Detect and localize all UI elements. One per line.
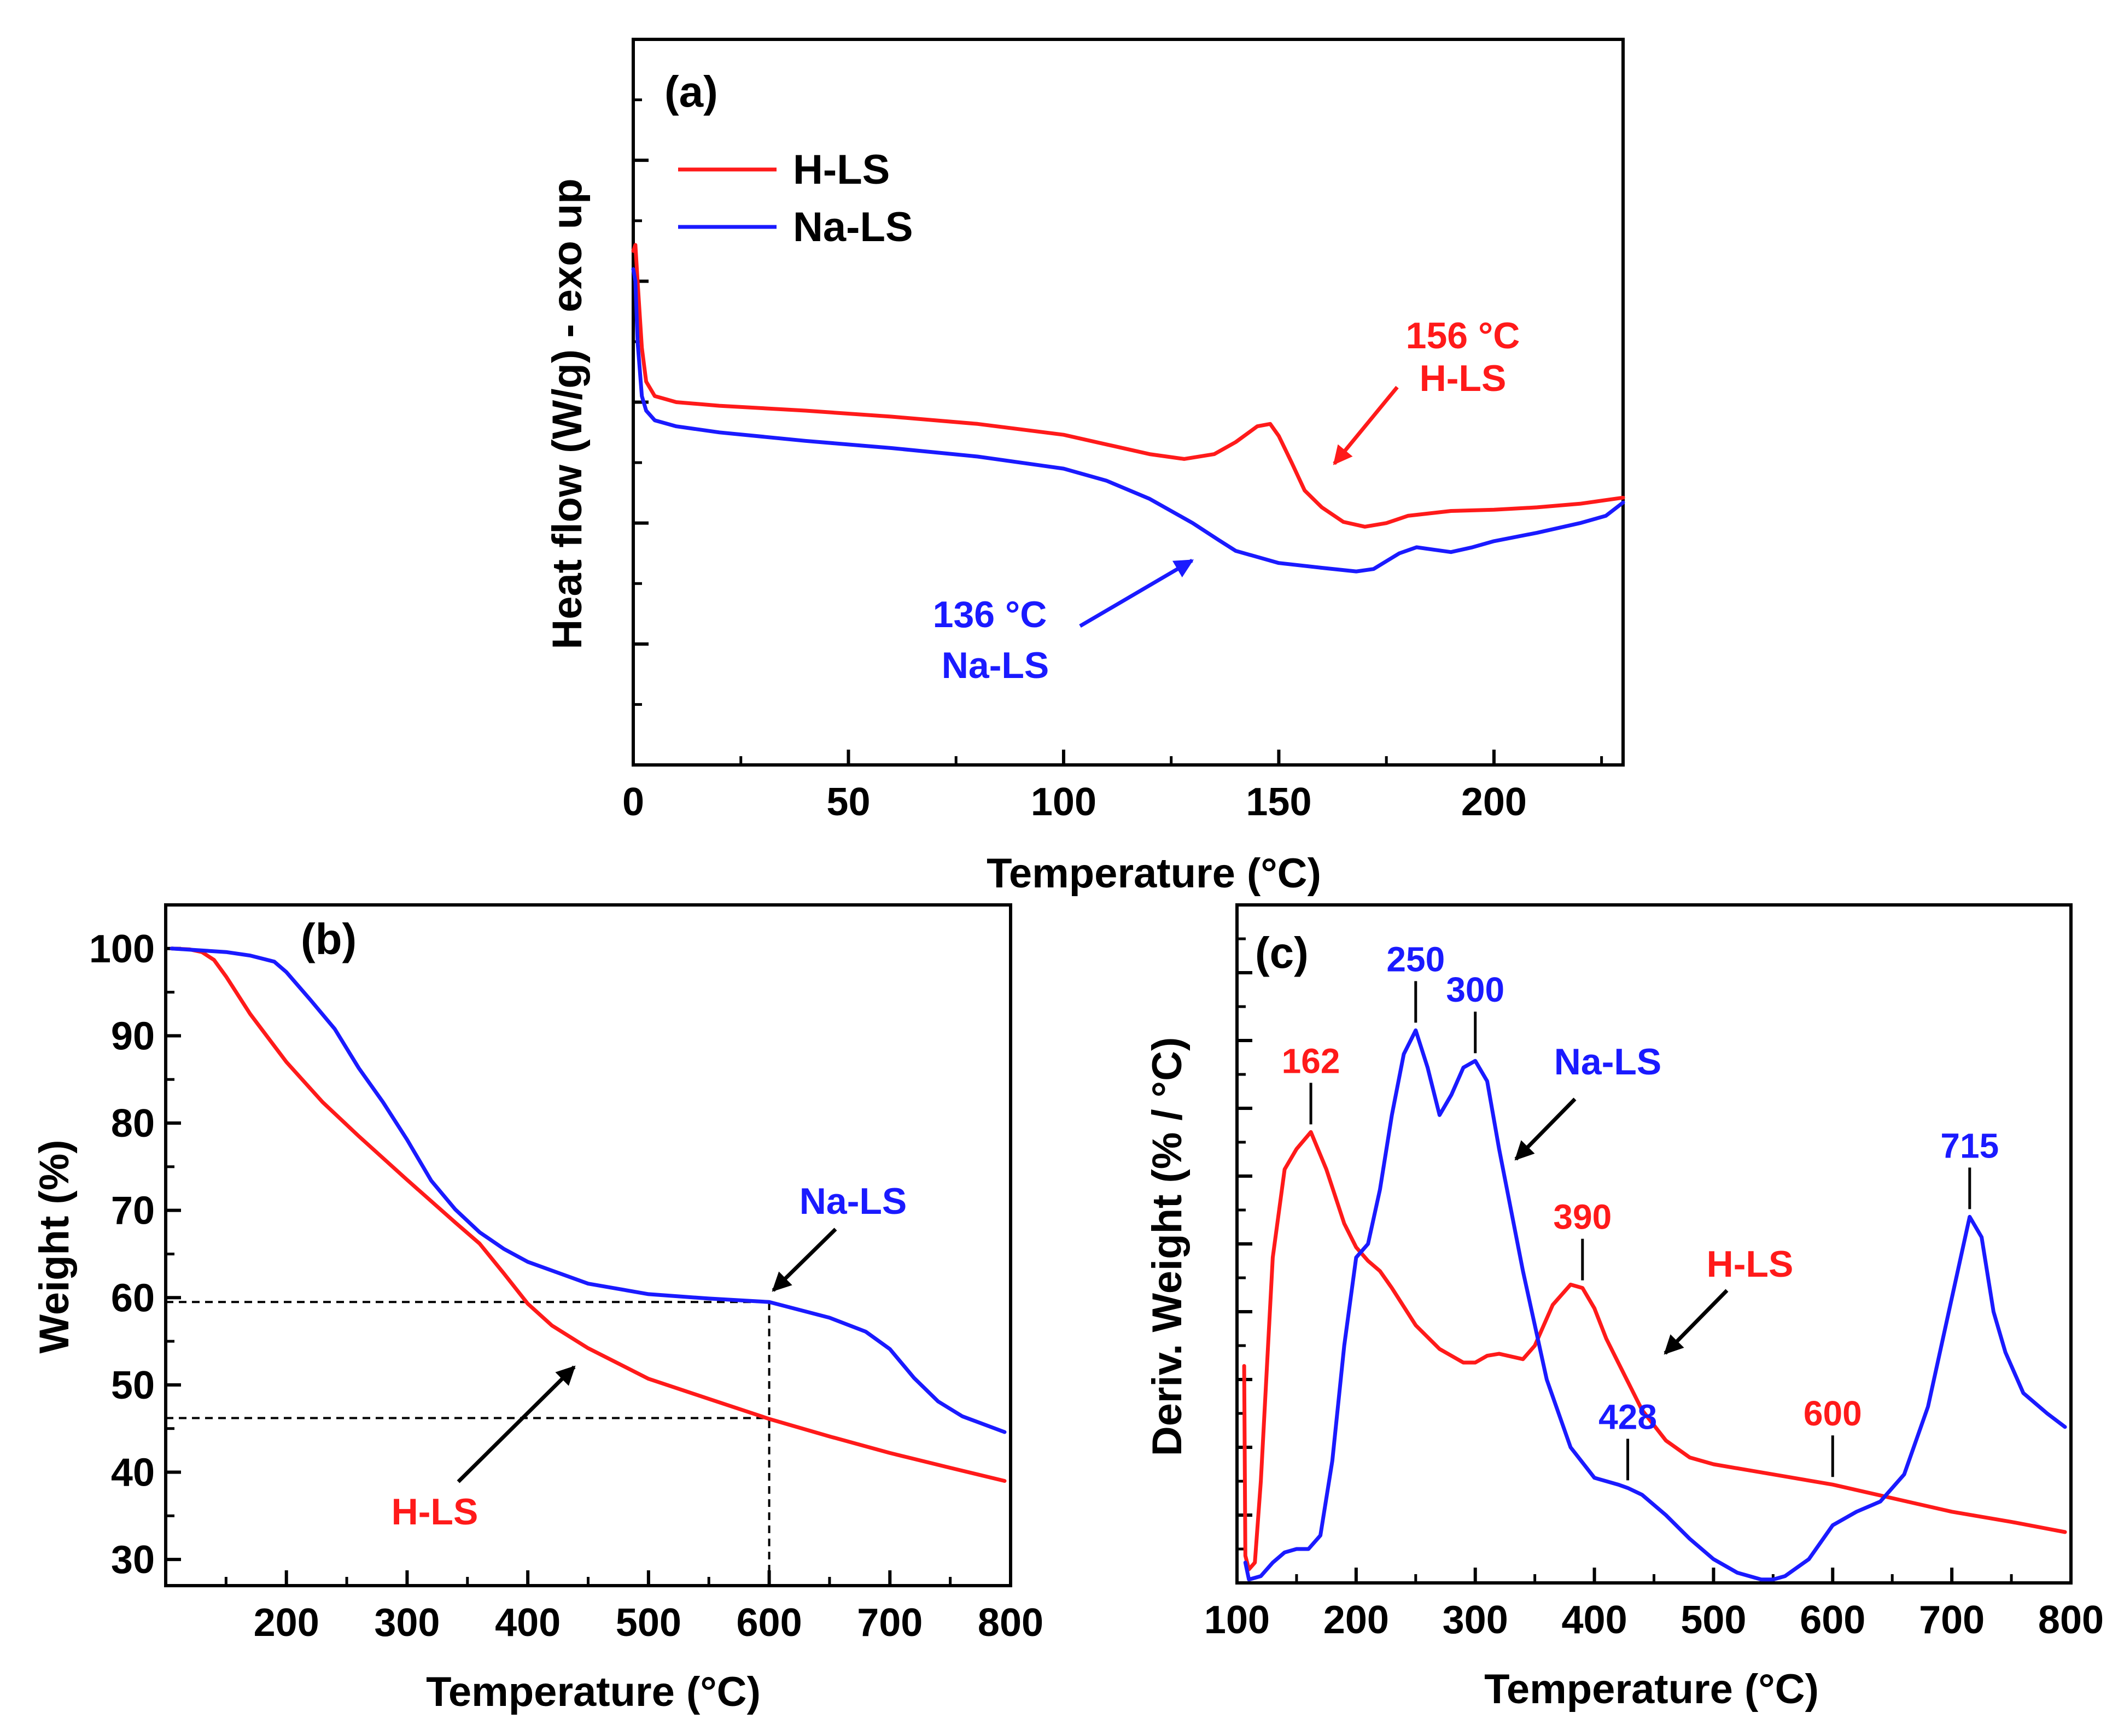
- panel-b-tga-chart: 200 300 400 500 600 700 800 30 40 50 60 70 80 90 100 (…: [31, 903, 1043, 1715]
- y-tick-label: 40: [111, 1451, 155, 1495]
- annotation-h-ls-arrow: [1333, 385, 1399, 465]
- legend-label-na-ls: Na-LS: [793, 204, 913, 250]
- peak-label-715: 715: [1940, 1126, 1999, 1165]
- x-tick-label: 700: [1919, 1598, 1985, 1642]
- annotation-b-na-ls-arrow: [772, 1228, 837, 1292]
- x-tick-label: 0: [622, 780, 644, 824]
- panel-b-xlabel: Temperature (°C): [426, 1669, 761, 1715]
- legend-label-h-ls: H-LS: [793, 147, 890, 193]
- peak-label-250: 250: [1386, 939, 1445, 979]
- series-line-na-ls: [170, 946, 1007, 1434]
- x-tick-label: 300: [1443, 1598, 1508, 1642]
- x-tick-label: 200: [1323, 1598, 1389, 1642]
- annotation-c-na-ls-arrow: [1514, 1097, 1577, 1161]
- panel-b-ylabel: Weight (%): [31, 1139, 78, 1353]
- y-tick-label: 100: [89, 927, 155, 971]
- x-tick-label: 50: [826, 780, 870, 824]
- annotation-b-na-ls: Na-LS: [772, 1180, 907, 1292]
- panel-c-label: (c): [1255, 928, 1309, 977]
- x-tick-label: 300: [374, 1601, 440, 1645]
- x-tick-label: 100: [1031, 780, 1096, 824]
- series-line-h-ls: [1242, 1130, 2067, 1571]
- annotation-h-ls-name: H-LS: [1420, 358, 1507, 399]
- x-tick-label: 150: [1246, 780, 1311, 824]
- annotation-c-na-ls-label: Na-LS: [1554, 1041, 1661, 1083]
- peak-label-600: 600: [1804, 1394, 1862, 1433]
- x-tick-label: 200: [254, 1601, 319, 1645]
- y-tick-label: 80: [111, 1102, 155, 1145]
- panel-a-frame: [632, 38, 1625, 767]
- y-tick-label: 30: [111, 1538, 155, 1582]
- x-tick-label: 600: [1800, 1598, 1865, 1642]
- peak-label-390: 390: [1553, 1197, 1612, 1237]
- y-tick-label: 70: [111, 1189, 155, 1233]
- peak-label-300: 300: [1446, 970, 1504, 1009]
- panel-a-dsc-chart: 0 50 100 150 200 (a) H-LS Na-LS 156 °C H-LS …: [544, 38, 1625, 897]
- panel-b-frame: [164, 903, 1012, 1587]
- x-tick-label: 500: [1680, 1598, 1746, 1642]
- panel-a-xlabel: Temperature (°C): [987, 850, 1321, 897]
- x-tick-label: 800: [978, 1601, 1043, 1645]
- series-line-na-ls: [1243, 1028, 2067, 1582]
- annotation-na-ls-136: 136 °C Na-LS: [933, 558, 1194, 686]
- panel-c-ylabel: Deriv. Weight (% / °C): [1144, 1037, 1191, 1457]
- series-line-h-ls: [170, 946, 1007, 1483]
- panel-a-ylabel: Heat flow (W/g) - exo up: [544, 178, 591, 649]
- annotation-na-ls-name: Na-LS: [942, 645, 1049, 686]
- annotation-c-h-ls: H-LS: [1664, 1243, 1794, 1355]
- annotation-b-na-ls-label: Na-LS: [800, 1180, 907, 1222]
- y-tick-label: 60: [111, 1276, 155, 1320]
- annotation-b-h-ls: H-LS: [392, 1365, 576, 1533]
- annotation-b-h-ls-label: H-LS: [392, 1491, 479, 1533]
- annotation-na-ls-temp: 136 °C: [933, 594, 1047, 635]
- series-line-na-ls: [631, 267, 1625, 574]
- panel-c-xlabel: Temperature (°C): [1484, 1666, 1819, 1712]
- peak-label-428: 428: [1598, 1397, 1657, 1436]
- x-tick-label: 600: [737, 1601, 802, 1645]
- peak-label-162: 162: [1282, 1041, 1340, 1080]
- annotation-b-h-ls-arrow: [457, 1365, 576, 1483]
- panel-a-label: (a): [664, 67, 718, 116]
- annotation-h-ls-156: 156 °C H-LS: [1333, 315, 1520, 465]
- panel-b-label: (b): [301, 915, 357, 963]
- y-tick-label: 90: [111, 1014, 155, 1058]
- series-line-h-ls: [631, 243, 1625, 529]
- x-tick-label: 200: [1461, 780, 1527, 824]
- annotation-na-ls-arrow: [1079, 558, 1194, 628]
- panel-a-legend: H-LS Na-LS: [678, 147, 913, 250]
- annotation-c-h-ls-arrow: [1664, 1289, 1729, 1355]
- annotation-c-h-ls-label: H-LS: [1707, 1243, 1794, 1285]
- x-tick-label: 500: [616, 1601, 681, 1645]
- panel-c-frame: [1235, 903, 2073, 1585]
- x-tick-label: 400: [1562, 1598, 1627, 1642]
- x-tick-label: 400: [495, 1601, 561, 1645]
- y-tick-label: 50: [111, 1364, 155, 1407]
- x-tick-label: 700: [857, 1601, 923, 1645]
- x-tick-label: 800: [2038, 1598, 2104, 1642]
- annotation-h-ls-temp: 156 °C: [1406, 315, 1520, 356]
- panel-c-dtg-chart: 100 200 300 400 500 600 700 800 162250300390428…: [1144, 903, 2104, 1712]
- x-tick-label: 100: [1204, 1598, 1270, 1642]
- annotation-c-na-ls: Na-LS: [1514, 1041, 1661, 1161]
